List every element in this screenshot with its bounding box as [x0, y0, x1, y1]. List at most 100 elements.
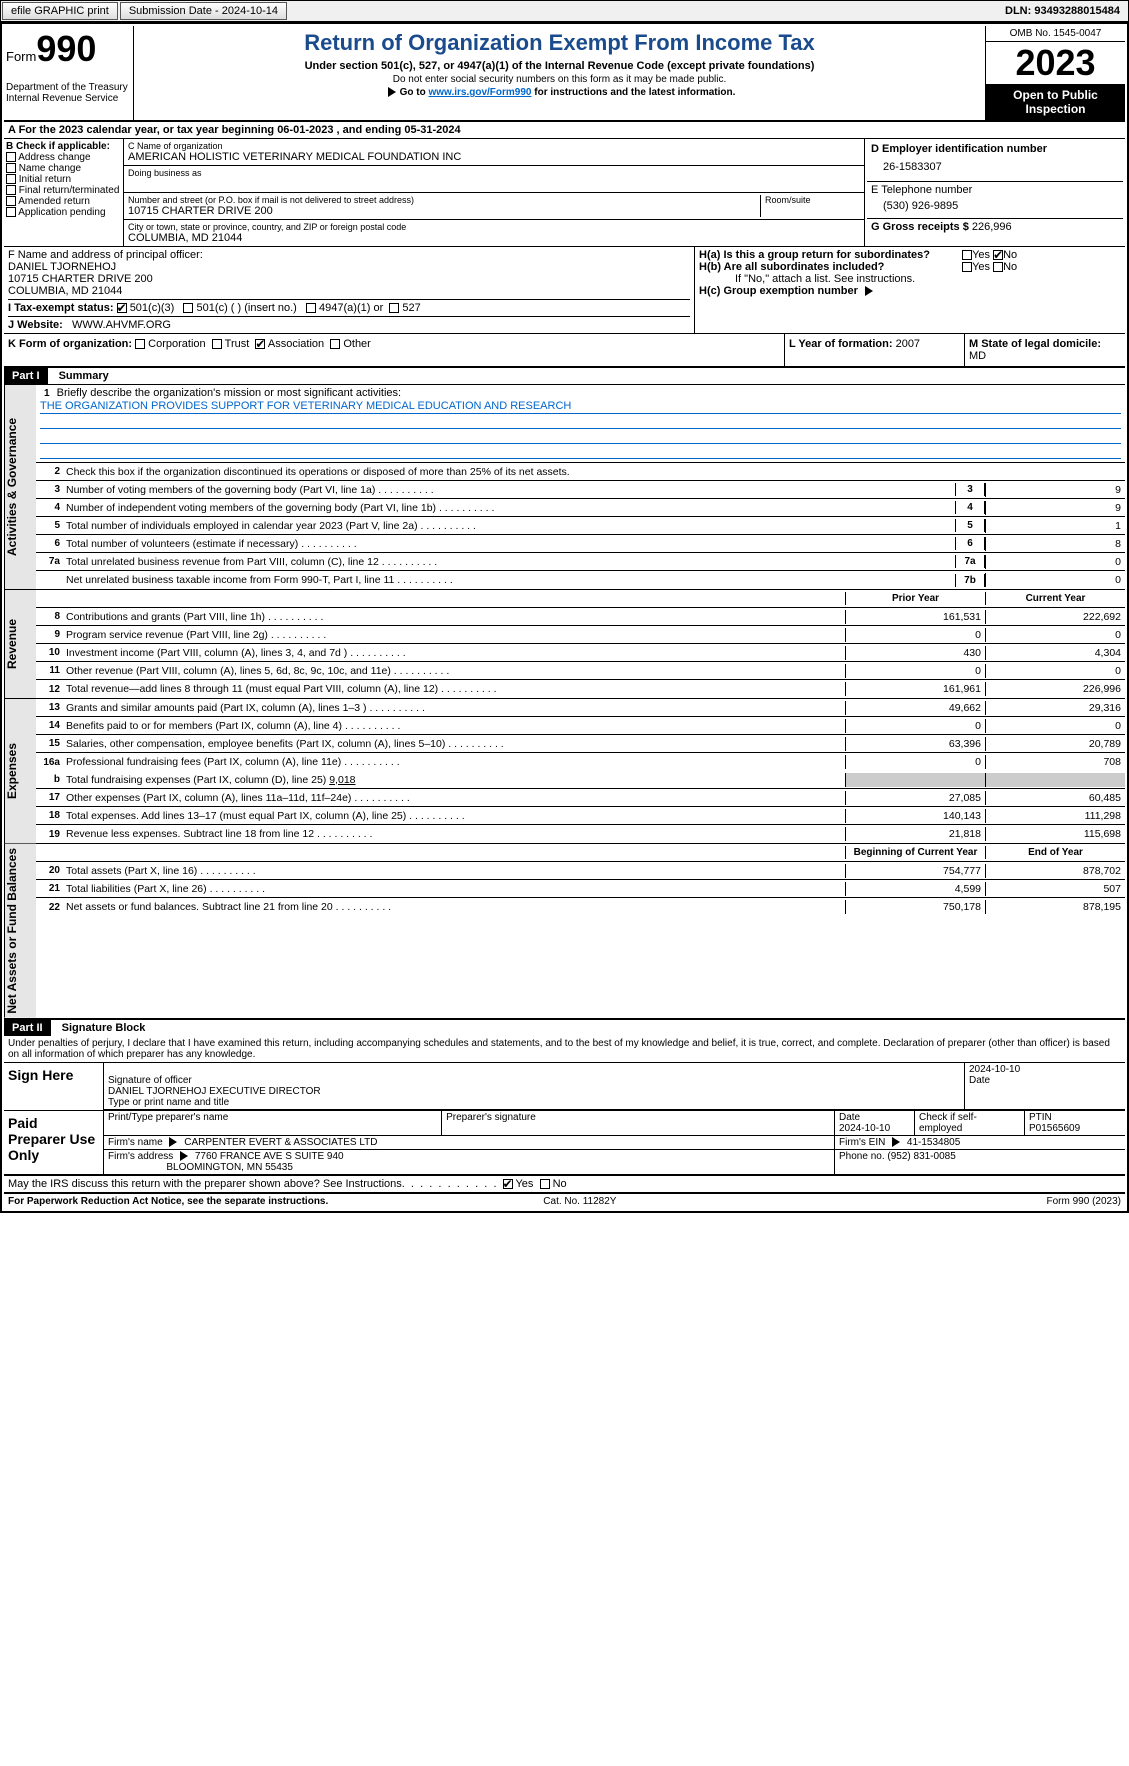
perjury-statement: Under penalties of perjury, I declare th…	[4, 1036, 1125, 1063]
cb-501c3[interactable]	[117, 303, 127, 313]
cb-name-change[interactable]	[6, 163, 16, 173]
prep-date: 2024-10-10	[839, 1123, 890, 1134]
cb-assoc[interactable]	[255, 339, 265, 349]
summary-line: 4Number of independent voting members of…	[36, 499, 1125, 517]
summary-line: 9Program service revenue (Part VIII, lin…	[36, 626, 1125, 644]
row-fgh: F Name and address of principal officer:…	[4, 247, 1125, 334]
gross-value: 226,996	[972, 221, 1012, 233]
pra-notice: For Paperwork Reduction Act Notice, see …	[8, 1196, 328, 1207]
summary-line: 5Total number of individuals employed in…	[36, 517, 1125, 535]
cb-ha-no[interactable]	[993, 250, 1003, 260]
cb-trust[interactable]	[212, 339, 222, 349]
addr-label: Number and street (or P.O. box if mail i…	[128, 195, 760, 205]
phone-label: E Telephone number	[871, 184, 972, 196]
subtitle-1: Under section 501(c), 527, or 4947(a)(1)…	[138, 60, 981, 72]
phone-value: (530) 926-9895	[871, 196, 1119, 216]
box-deg: D Employer identification number26-15833…	[865, 139, 1125, 246]
ein-value: 26-1583307	[871, 155, 1119, 179]
arrow-icon	[180, 1151, 188, 1161]
arrow-icon	[892, 1137, 900, 1147]
header-left: Form990 Department of the Treasury Inter…	[4, 26, 134, 120]
firm-addr1: 7760 FRANCE AVE S SUITE 940	[195, 1151, 344, 1162]
year-formation: 2007	[896, 338, 920, 350]
summary-line: 14Benefits paid to or for members (Part …	[36, 717, 1125, 735]
room-label: Room/suite	[765, 195, 860, 205]
firm-name: CARPENTER EVERT & ASSOCIATES LTD	[184, 1137, 377, 1148]
form-title: Return of Organization Exempt From Incom…	[138, 30, 981, 56]
summary-line: 8Contributions and grants (Part VIII, li…	[36, 608, 1125, 626]
cb-discuss-yes[interactable]	[503, 1179, 513, 1189]
netassets-section: Net Assets or Fund Balances Beginning of…	[4, 844, 1125, 1020]
topbar: efile GRAPHIC print Submission Date - 20…	[0, 0, 1129, 22]
row-i: I Tax-exempt status: 501(c)(3) 501(c) ( …	[8, 299, 690, 314]
cb-hb-no[interactable]	[993, 262, 1003, 272]
form-ref: Form 990 (2023)	[1047, 1196, 1121, 1207]
cb-initial-return[interactable]	[6, 174, 16, 184]
cb-527[interactable]	[389, 303, 399, 313]
sign-here-row: Sign Here Signature of officerDANIEL TJO…	[4, 1063, 1125, 1111]
cb-ha-yes[interactable]	[962, 250, 972, 260]
mission-text: THE ORGANIZATION PROVIDES SUPPORT FOR VE…	[40, 400, 1121, 414]
summary-line: 17Other expenses (Part IX, column (A), l…	[36, 789, 1125, 807]
form-label: Form	[6, 49, 36, 64]
cb-address-change[interactable]	[6, 152, 16, 162]
summary-line: 12Total revenue—add lines 8 through 11 (…	[36, 680, 1125, 698]
summary-line: Net unrelated business taxable income fr…	[36, 571, 1125, 589]
paid-preparer-row: Paid Preparer Use Only Print/Type prepar…	[4, 1111, 1125, 1175]
dba-label: Doing business as	[128, 168, 860, 178]
section-bcd: B Check if applicable: Address change Na…	[4, 139, 1125, 247]
form-container: Form990 Department of the Treasury Inter…	[0, 22, 1129, 1213]
cat-no: Cat. No. 11282Y	[543, 1196, 616, 1207]
paid-preparer-label: Paid Preparer Use Only	[4, 1111, 104, 1174]
org-name: AMERICAN HOLISTIC VETERINARY MEDICAL FOU…	[128, 151, 860, 163]
summary-line: 11Other revenue (Part VIII, column (A), …	[36, 662, 1125, 680]
box-b-title: B Check if applicable:	[6, 141, 110, 152]
cb-amended[interactable]	[6, 196, 16, 206]
officer-label: F Name and address of principal officer:	[8, 249, 690, 261]
dept-label: Department of the Treasury Internal Reve…	[6, 82, 131, 104]
org-city: COLUMBIA, MD 21044	[128, 232, 860, 244]
website-value: WWW.AHVMF.ORG	[72, 319, 171, 331]
activities-governance: Activities & Governance 1 Briefly descri…	[4, 385, 1125, 590]
cb-other[interactable]	[330, 339, 340, 349]
org-address: 10715 CHARTER DRIVE 200	[128, 205, 760, 217]
cb-final-return[interactable]	[6, 185, 16, 195]
submission-date-button[interactable]: Submission Date - 2024-10-14	[120, 2, 287, 20]
header-mid: Return of Organization Exempt From Incom…	[134, 26, 985, 120]
summary-line: 13Grants and similar amounts paid (Part …	[36, 699, 1125, 717]
sidelabel-exp: Expenses	[4, 699, 36, 843]
line16b-val: 9,018	[329, 774, 355, 786]
cb-501c[interactable]	[183, 303, 193, 313]
arrow-icon	[865, 286, 873, 296]
arrow-icon	[388, 87, 396, 97]
form-number: 990	[36, 28, 96, 69]
officer-addr2: COLUMBIA, MD 21044	[8, 285, 690, 297]
subtitle-2: Do not enter social security numbers on …	[138, 74, 981, 85]
cb-discuss-no[interactable]	[540, 1179, 550, 1189]
efile-print-button[interactable]: efile GRAPHIC print	[2, 2, 118, 20]
summary-line: 7aTotal unrelated business revenue from …	[36, 553, 1125, 571]
header-right: OMB No. 1545-0047 2023 Open to Public In…	[985, 26, 1125, 120]
sign-here-label: Sign Here	[4, 1063, 104, 1110]
summary-line: 21Total liabilities (Part X, line 26)4,5…	[36, 880, 1125, 898]
box-c: C Name of organizationAMERICAN HOLISTIC …	[124, 139, 865, 246]
part-1-header: Part I Summary	[4, 368, 1125, 385]
arrow-icon	[169, 1137, 177, 1147]
summary-line: 18Total expenses. Add lines 13–17 (must …	[36, 807, 1125, 825]
summary-line: 3Number of voting members of the governi…	[36, 481, 1125, 499]
summary-line: 20Total assets (Part X, line 16)754,7778…	[36, 862, 1125, 880]
cb-4947[interactable]	[306, 303, 316, 313]
summary-line: 10Investment income (Part VIII, column (…	[36, 644, 1125, 662]
ptin-value: P01565609	[1029, 1123, 1080, 1134]
irs-link[interactable]: www.irs.gov/Form990	[428, 87, 531, 98]
row-a: A For the 2023 calendar year, or tax yea…	[4, 122, 1125, 139]
part-2-header: Part II Signature Block	[4, 1020, 1125, 1036]
cb-hb-yes[interactable]	[962, 262, 972, 272]
summary-line: 15Salaries, other compensation, employee…	[36, 735, 1125, 753]
box-f: F Name and address of principal officer:…	[4, 247, 695, 333]
open-public: Open to Public Inspection	[986, 84, 1125, 120]
cb-pending[interactable]	[6, 207, 16, 217]
box-h: H(a) Is this a group return for subordin…	[695, 247, 1125, 333]
firm-phone: (952) 831-0085	[887, 1151, 955, 1162]
cb-corp[interactable]	[135, 339, 145, 349]
